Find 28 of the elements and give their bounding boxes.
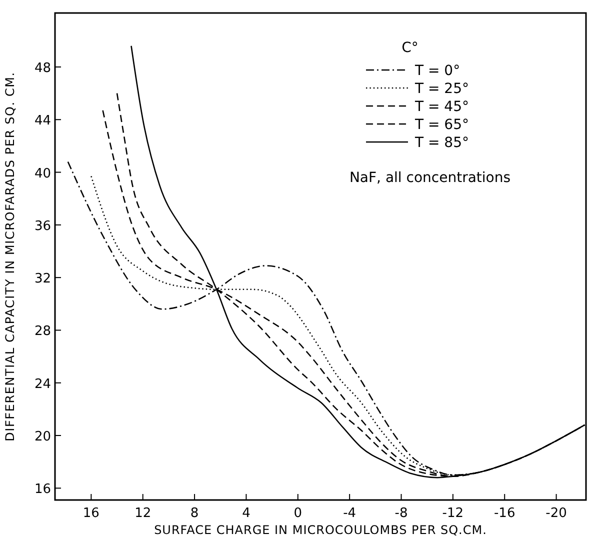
y-tick-label: 16 [34,482,51,498]
legend-title: C° [402,40,418,56]
legend-label: T = 65° [414,117,469,133]
y-tick-label: 20 [34,430,51,445]
x-tick-label: -12 [442,506,464,521]
x-tick-label: -20 [546,506,567,521]
y-axis-title: DIFFERENTIAL CAPACITY IN MICROFARADS PER SQ. CM. [3,72,17,442]
y-tick-label: 36 [34,218,51,234]
legend-label: T = 45° [414,99,469,115]
legend-label: T = 85° [414,135,469,151]
y-tick-label: 48 [34,60,51,76]
x-axis-title: SURFACE CHARGE IN MICROCOULOMBS PER SQ.CM. [154,523,487,537]
x-tick-label: -8 [394,506,408,521]
y-tick-label: 44 [34,114,51,129]
annotation: NaF, all concentrations [349,170,511,186]
x-tick-label: 16 [82,506,100,521]
x-tick-label: 0 [294,506,302,521]
legend-label: T = 25° [414,81,469,97]
y-tick-label: 24 [34,376,51,392]
y-tick-label: 32 [34,272,51,287]
y-tick-label: 28 [34,324,51,340]
x-tick-label: -4 [343,506,356,521]
y-tick-label: 40 [34,166,51,182]
x-tick-label: 4 [242,506,250,521]
x-tick-label: -16 [494,506,516,521]
x-tick-label: 8 [190,506,199,521]
legend-label: T = 0° [414,63,460,79]
x-tick-label: 12 [134,506,152,521]
